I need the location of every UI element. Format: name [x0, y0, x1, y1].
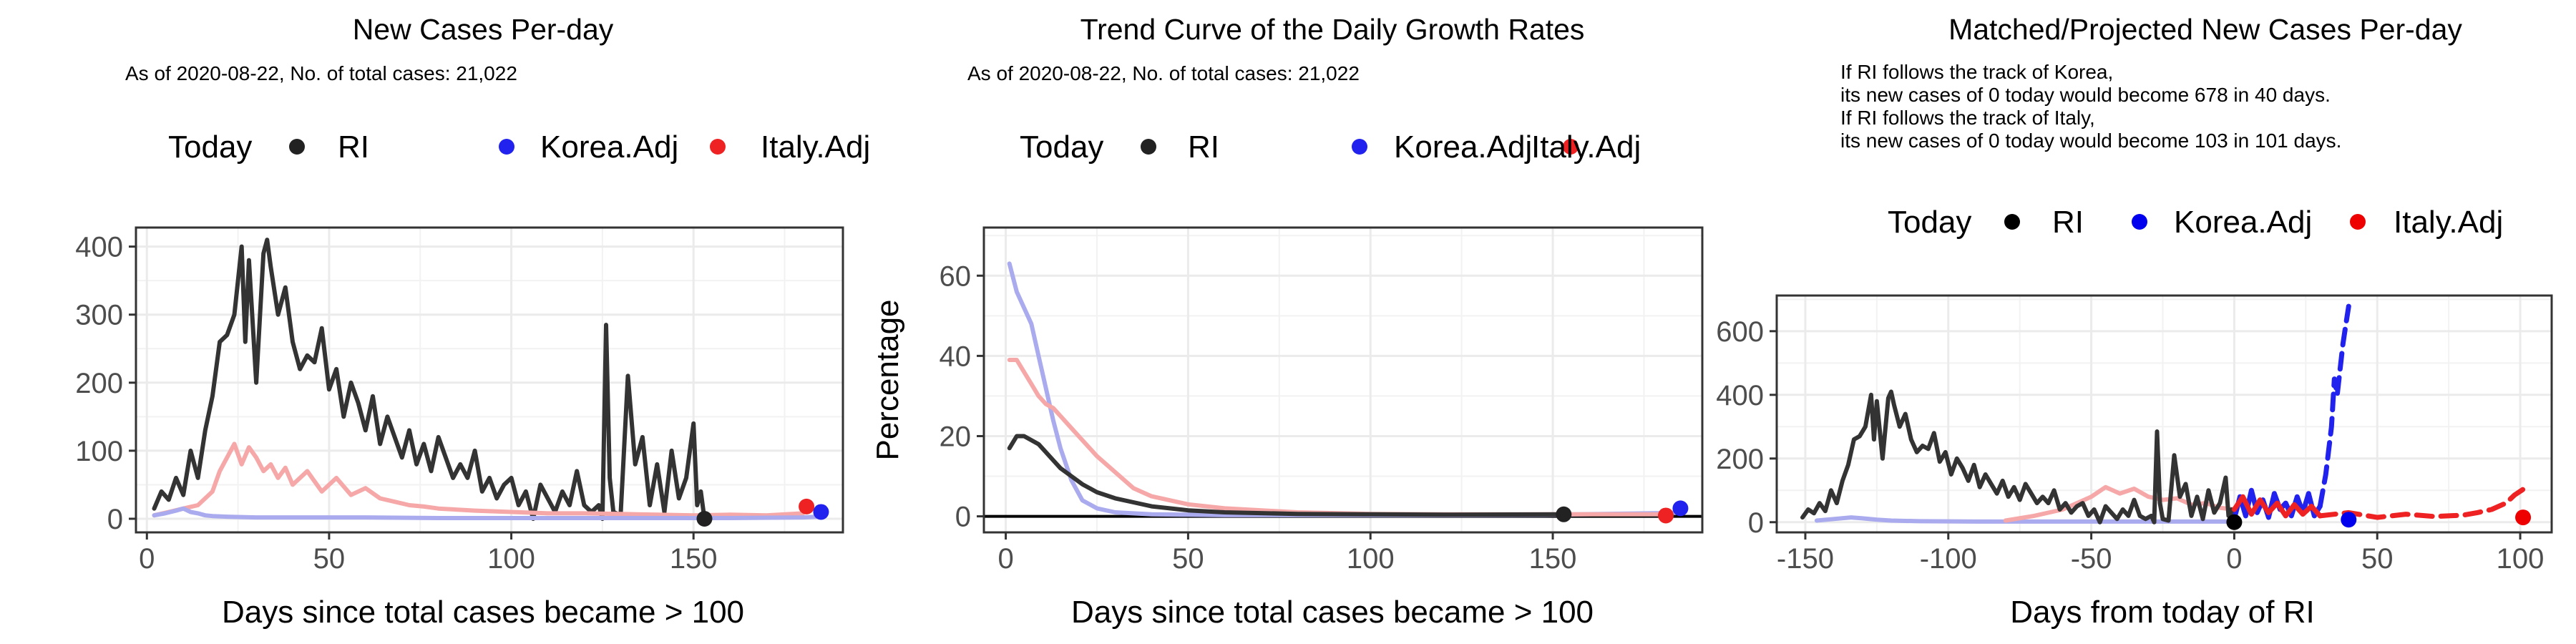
x-tick-label: -150 — [1777, 543, 1834, 575]
series-line-korea-adj — [152, 506, 820, 520]
x-axis-title: Days since total cases became > 100 — [1071, 595, 1594, 630]
legend-entry: Italy.Adj — [1531, 130, 1641, 165]
chart-subtitle: As of 2020-08-22, No. of total cases: 21… — [125, 62, 517, 84]
chart-subtitle: its new cases of 0 today would become 67… — [1840, 84, 2331, 106]
series-group — [1007, 261, 1683, 517]
legend-marker — [2004, 214, 2020, 230]
x-tick-label: 150 — [1529, 543, 1577, 575]
y-tick-label: 40 — [940, 341, 972, 372]
x-tick-label: 50 — [313, 543, 346, 575]
chart-subtitle: its new cases of 0 today would become 10… — [1840, 130, 2341, 152]
y-tick-label: 20 — [940, 421, 972, 452]
legend-entry: Korea.Adj — [1394, 130, 1532, 165]
legend-entry: Italy.Adj — [761, 130, 870, 165]
chart-panel-3: Matched/Projected New Cases Per-day If RI… — [1716, 13, 2553, 630]
y-tick-label: 400 — [1716, 380, 1764, 411]
chart-panel-1: New Cases Per-day As of 2020-08-22, No. o… — [75, 13, 870, 630]
series-line-ri — [1800, 389, 2237, 525]
y-axis-title: Percentage — [870, 299, 905, 460]
legend-entry: RI — [1188, 130, 1219, 165]
x-tick-label: 50 — [1172, 543, 1204, 575]
x-tick-label: 50 — [2361, 543, 2394, 575]
legend-marker — [1141, 139, 1156, 155]
legend-entry: Korea.Adj — [2174, 205, 2312, 240]
chart-panel-2: Trend Curve of the Daily Growth Rates As … — [870, 13, 1704, 630]
legend-entry: RI — [338, 130, 369, 165]
legend-marker — [2350, 214, 2366, 230]
chart-subtitle: If RI follows the track of Italy, — [1840, 107, 2095, 129]
legend-entry: Italy.Adj — [2394, 205, 2503, 240]
today-point-italy-adj — [1658, 507, 1674, 524]
x-tick-label: 100 — [1347, 543, 1395, 575]
chart-title: New Cases Per-day — [353, 13, 614, 46]
series-group — [152, 238, 820, 521]
x-tick-label: 0 — [997, 543, 1013, 575]
chart-subtitle: As of 2020-08-22, No. of total cases: 21… — [967, 62, 1360, 84]
y-tick-label: 60 — [940, 260, 972, 292]
chart-title: Matched/Projected New Cases Per-day — [1948, 13, 2462, 46]
series-group — [1800, 303, 2526, 525]
x-tick-label: -50 — [2071, 543, 2112, 575]
today-point-korea-adj — [2341, 512, 2357, 528]
y-tick-label: 0 — [1748, 507, 1764, 539]
today-point-korea-adj — [813, 504, 829, 520]
chart-subtitle: If RI follows the track of Korea, — [1840, 61, 2113, 83]
y-tick-label: 0 — [107, 504, 123, 535]
y-tick-label: 600 — [1716, 316, 1764, 348]
today-point-ri — [1556, 506, 1572, 522]
today-point-ri — [696, 510, 713, 527]
x-tick-label: -100 — [1920, 543, 1977, 575]
chart-legend: Today RI Korea.Adj Italy.Adj — [168, 130, 870, 165]
y-tick-label: 0 — [955, 502, 971, 533]
legend-marker — [499, 139, 514, 155]
legend-title: Today — [1888, 205, 1971, 240]
series-line-ri — [1007, 434, 1566, 517]
plot-border — [1775, 294, 2553, 534]
legend-marker — [2132, 214, 2147, 230]
today-point-ri — [2226, 514, 2243, 530]
y-tick-label: 200 — [1716, 444, 1764, 475]
legend-marker — [1563, 139, 1579, 155]
y-tick-label: 200 — [75, 368, 123, 399]
today-point-korea-adj — [1672, 500, 1689, 517]
series-line-italy-adj — [152, 441, 805, 518]
series-line-italy-adj — [2317, 487, 2526, 520]
chart-title: Trend Curve of the Daily Growth Rates — [1080, 13, 1585, 46]
y-tick-label: 400 — [75, 232, 123, 263]
plot-border — [135, 226, 844, 534]
today-point-italy-adj — [2515, 509, 2532, 526]
y-tick-label: 300 — [75, 300, 123, 331]
series-line-italy-adj — [2231, 494, 2323, 519]
legend-marker — [1352, 139, 1367, 155]
x-axis-title: Days from today of RI — [2010, 595, 2314, 630]
legend-entry: RI — [2052, 205, 2084, 240]
plot-border — [982, 226, 1704, 534]
series-line-korea-adj — [1814, 515, 2237, 524]
legend-title: Today — [1020, 130, 1103, 165]
x-tick-label: 0 — [139, 543, 155, 575]
y-tick-label: 100 — [75, 436, 123, 467]
x-tick-label: 0 — [2226, 543, 2242, 575]
today-point-italy-adj — [799, 498, 815, 514]
x-tick-label: 100 — [487, 543, 535, 575]
series-line-korea-adj — [2317, 303, 2351, 509]
legend-marker — [710, 139, 726, 155]
x-tick-label: 100 — [2497, 543, 2545, 575]
legend-title: Today — [168, 130, 252, 165]
x-axis-title: Days since total cases became > 100 — [222, 595, 744, 630]
x-tick-label: 150 — [670, 543, 718, 575]
legend-entry: Korea.Adj — [540, 130, 678, 165]
legend-marker — [289, 139, 305, 155]
chart-legend: Today RI Korea.Adj Italy.Adj — [1888, 205, 2503, 240]
plot-area — [984, 228, 1702, 532]
